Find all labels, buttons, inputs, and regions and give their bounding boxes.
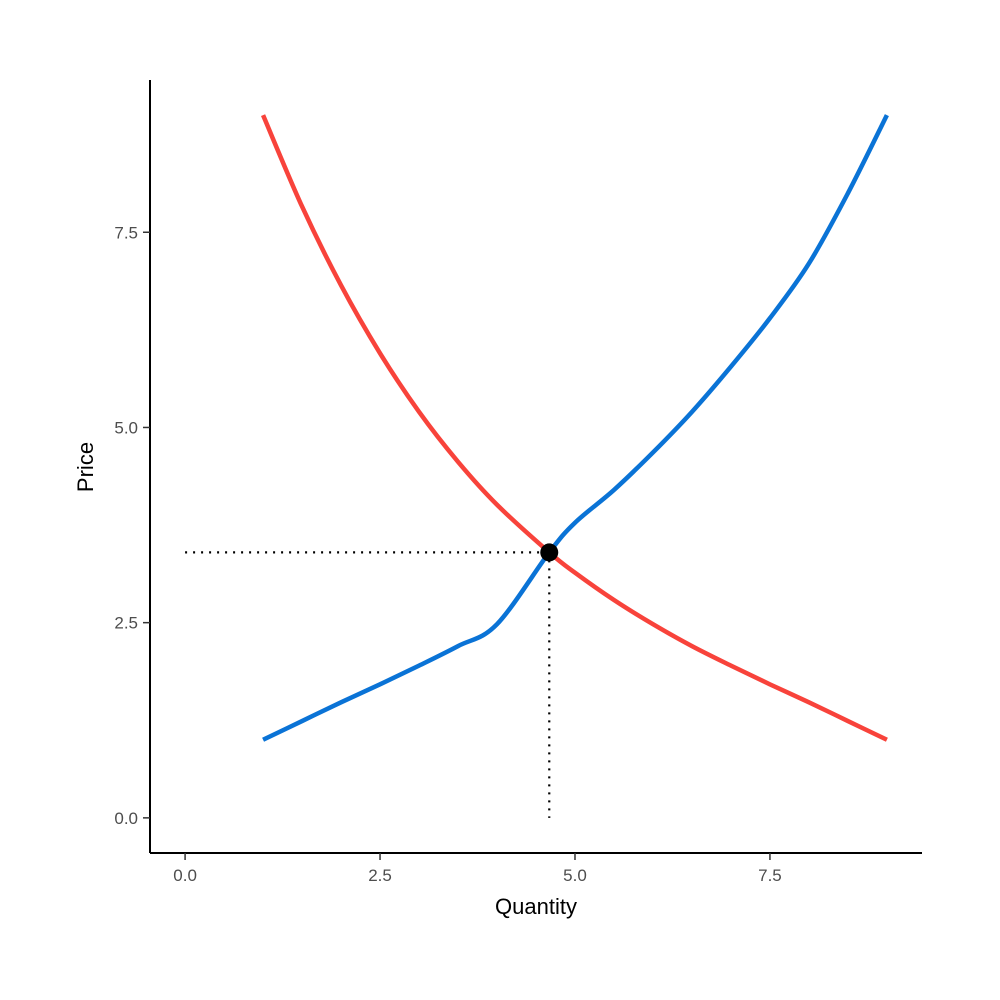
y-tick-label: 0.0 bbox=[114, 809, 138, 828]
x-tick-label: 2.5 bbox=[368, 866, 392, 885]
tick-layer: 0.0 2.5 5.0 7.5 0.0 2.5 5.0 7.5 bbox=[114, 223, 781, 885]
y-axis-title: Price bbox=[73, 442, 98, 492]
y-tick-label: 5.0 bbox=[114, 418, 138, 437]
y-tick-label: 2.5 bbox=[114, 614, 138, 633]
x-axis-title: Quantity bbox=[495, 894, 577, 919]
series-layer bbox=[261, 114, 889, 742]
supply-curve bbox=[262, 114, 889, 742]
point-layer bbox=[540, 543, 559, 562]
x-tick-label: 7.5 bbox=[758, 866, 782, 885]
x-tick-label: 5.0 bbox=[563, 866, 587, 885]
x-tick-label: 0.0 bbox=[173, 866, 197, 885]
demand-curve bbox=[261, 114, 888, 742]
axes bbox=[149, 80, 922, 854]
y-tick-label: 7.5 bbox=[114, 223, 138, 242]
equilibrium-point bbox=[540, 543, 559, 562]
